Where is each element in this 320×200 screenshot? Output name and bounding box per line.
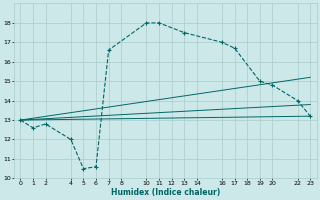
- X-axis label: Humidex (Indice chaleur): Humidex (Indice chaleur): [111, 188, 220, 197]
